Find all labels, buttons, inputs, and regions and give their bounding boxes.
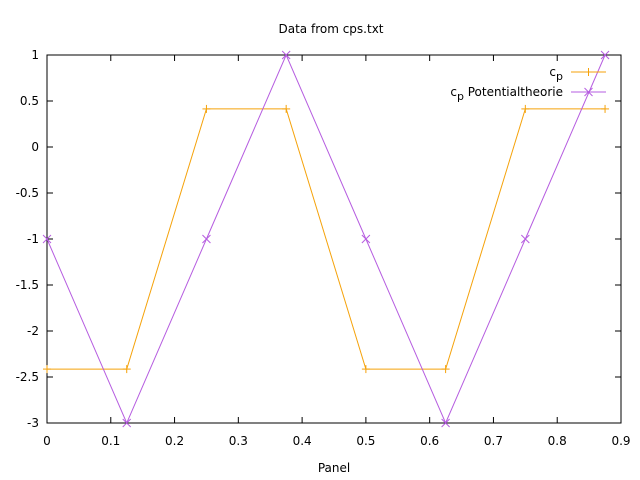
- y-tick-label: -3: [27, 416, 39, 430]
- y-tick-label: 0.5: [20, 94, 39, 108]
- x-axis: 0 0.1 0.2 0.3 0.4 0.5 0.6 0.7 0.8 0.9: [43, 55, 631, 448]
- y-tick-label: -1: [27, 232, 39, 246]
- y-tick-label: 1: [31, 48, 39, 62]
- x-tick-label: 0.1: [101, 434, 120, 448]
- series-line: [47, 108, 606, 370]
- series-layer: [42, 50, 610, 428]
- legend-entry: cp Potentialtheorie: [450, 85, 606, 103]
- x-tick-label: 0.8: [548, 434, 567, 448]
- data-point: [601, 104, 610, 113]
- data-point: [361, 234, 371, 244]
- y-tick-label: -2: [27, 324, 39, 338]
- data-point: [600, 50, 610, 60]
- x-tick-label: 0.5: [356, 434, 375, 448]
- series-line: [46, 53, 606, 425]
- series-cp-potentialtheorie: [42, 50, 610, 428]
- data-point: [202, 104, 211, 113]
- data-point: [42, 234, 52, 244]
- data-point: [281, 50, 291, 60]
- data-point: [361, 365, 370, 374]
- legend-label: cp: [549, 65, 563, 83]
- legend-label: cp Potentialtheorie: [450, 85, 563, 103]
- chart-title: Data from cps.txt: [279, 22, 384, 36]
- y-tick-label: -2.5: [16, 370, 39, 384]
- x-tick-label: 0.4: [293, 434, 312, 448]
- data-point: [43, 365, 51, 374]
- legend-swatch-marker: [584, 68, 593, 76]
- x-tick-label: 0.9: [611, 434, 630, 448]
- legend-entry: cp: [549, 65, 606, 83]
- data-point: [521, 104, 530, 113]
- data-point: [441, 418, 450, 428]
- x-tick-label: 0.6: [420, 434, 439, 448]
- data-point: [282, 104, 291, 113]
- data-point: [441, 365, 450, 374]
- x-axis-label: Panel: [318, 461, 350, 475]
- y-tick-label: -0.5: [16, 186, 39, 200]
- x-tick-label: 0.3: [229, 434, 248, 448]
- x-tick-label: 0.2: [165, 434, 184, 448]
- data-point: [122, 365, 131, 374]
- data-point: [520, 234, 530, 244]
- y-tick-label: -1.5: [16, 278, 39, 292]
- legend-swatch-marker: [584, 87, 593, 97]
- y-tick-label: 0: [31, 140, 39, 154]
- plot-frame: [46, 54, 622, 424]
- legend: cp cp Potentialtheorie: [450, 65, 606, 103]
- data-point: [122, 418, 132, 428]
- y-axis: 1 0.5 0 -0.5 -1 -1.5 -2 -2.5 -3: [16, 48, 621, 430]
- data-point: [202, 234, 211, 244]
- series-cp: [43, 104, 610, 374]
- x-tick-label: 0.7: [484, 434, 503, 448]
- x-tick-label: 0: [43, 434, 51, 448]
